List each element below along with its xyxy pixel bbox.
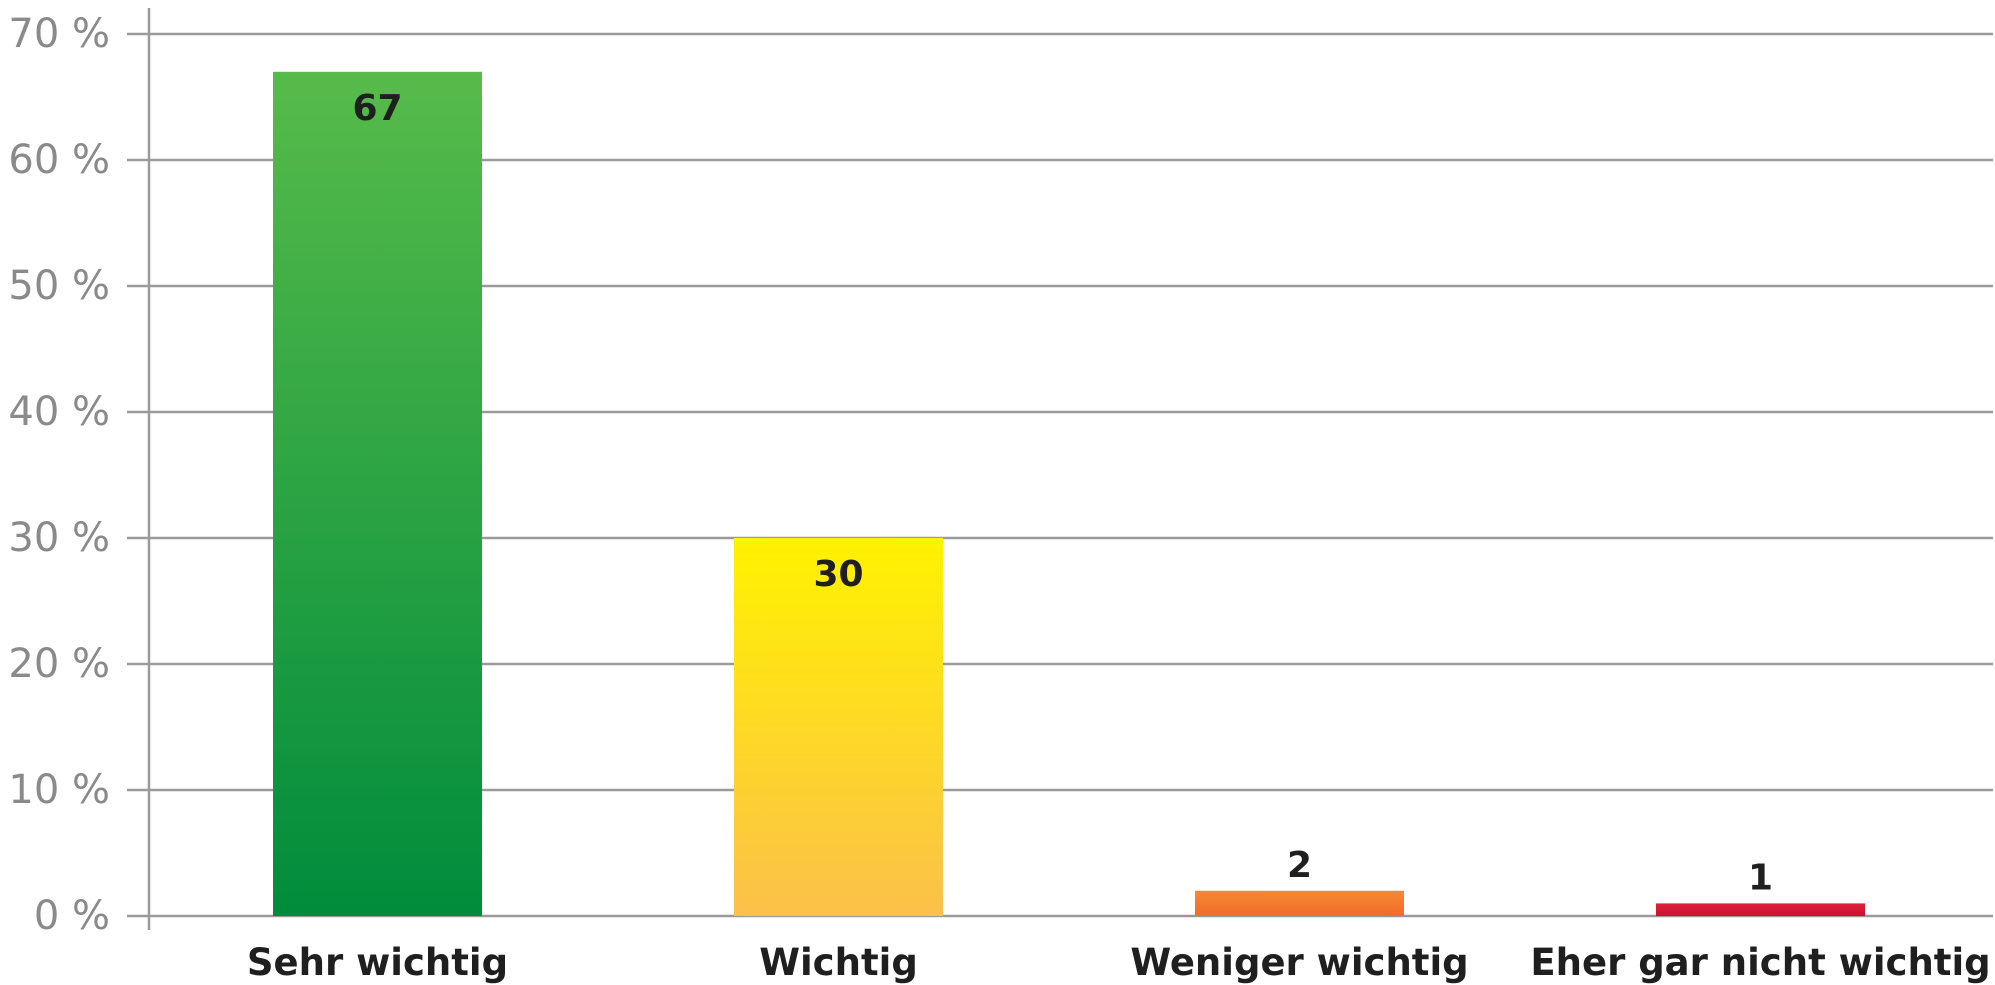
bar xyxy=(1656,903,1865,916)
category-label: Wichtig xyxy=(759,941,918,984)
labels: 0 % 10 % 20 % 30 % 40 % 50 % 60 % 70 % 67 Sehr wi… xyxy=(8,11,1990,984)
category-label: Weniger wichtig xyxy=(1130,941,1468,984)
data-label: 2 xyxy=(1287,845,1312,886)
data-label: 1 xyxy=(1748,857,1773,898)
y-tick-label: 20 % xyxy=(8,641,110,687)
data-label: 67 xyxy=(352,88,402,129)
bar xyxy=(1195,890,1404,916)
y-tick-label: 10 % xyxy=(8,767,110,813)
bar xyxy=(273,71,482,917)
category-label: Sehr wichtig xyxy=(247,941,508,984)
y-tick-label: 60 % xyxy=(8,137,110,183)
y-tick-label: 50 % xyxy=(8,263,110,309)
y-tick-label: 40 % xyxy=(8,389,110,435)
category-label: Eher gar nicht wichtig xyxy=(1530,941,1990,984)
bars xyxy=(273,71,1865,917)
y-tick-label: 0 % xyxy=(34,893,110,939)
y-tick-label: 70 % xyxy=(8,11,110,57)
y-tick-label: 30 % xyxy=(8,515,110,561)
bar xyxy=(734,538,943,916)
data-label: 30 xyxy=(813,554,863,595)
